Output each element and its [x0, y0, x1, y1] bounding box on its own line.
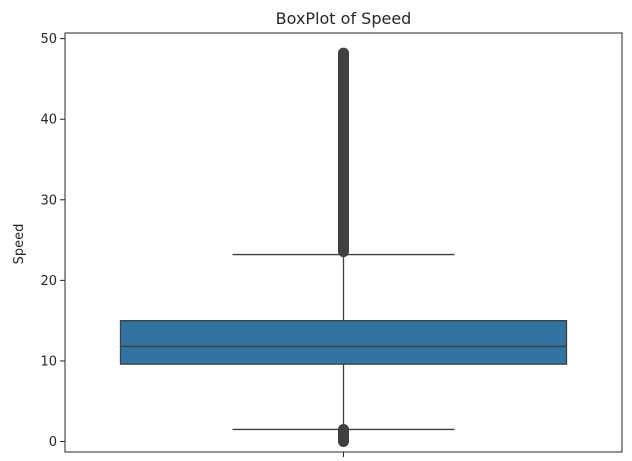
iqr-box: [119, 320, 568, 365]
y-tick-label: 10: [40, 354, 57, 369]
plot-area: [119, 47, 568, 448]
y-axis: 0 10 20 30 40 50: [40, 32, 65, 450]
y-axis-label: Speed: [12, 224, 27, 265]
y-tick-label: 40: [40, 113, 57, 128]
y-tick-label: 50: [40, 32, 57, 47]
chart-title: BoxPlot of Speed: [276, 9, 412, 28]
y-tick-label: 0: [49, 435, 57, 450]
y-tick-label: 30: [40, 193, 57, 208]
y-tick-label: 20: [40, 274, 57, 289]
